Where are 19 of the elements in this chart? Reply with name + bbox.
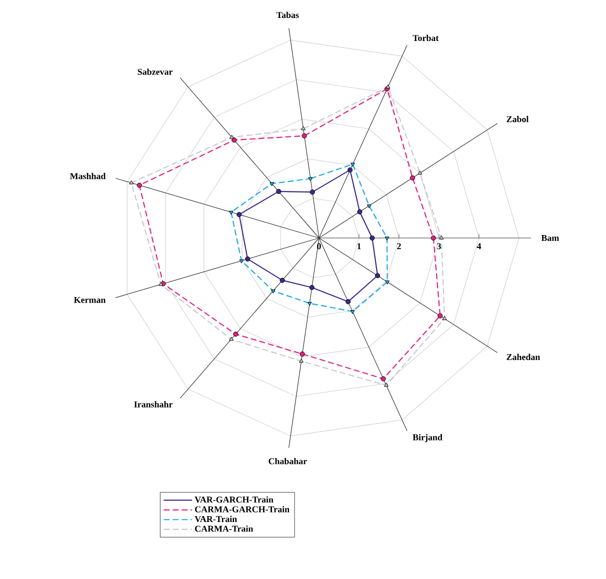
legend-label: VAR-GARCH-Train bbox=[194, 496, 274, 503]
y-tick-label: 4 bbox=[476, 243, 482, 250]
spoke-label: Kerman bbox=[74, 296, 106, 303]
spoke-label: Zabol bbox=[506, 116, 529, 122]
y-tick-label: 2 bbox=[397, 243, 401, 250]
spoke-label: Iranshahr bbox=[134, 401, 173, 408]
legend-label: CARMA-Train bbox=[195, 525, 254, 532]
spoke-label: Sabzevar bbox=[138, 68, 173, 75]
spoke-label: Chabahar bbox=[268, 458, 307, 464]
y-tick-label: 1 bbox=[357, 243, 361, 250]
spoke-label: Bam bbox=[541, 235, 559, 241]
legend-label: CARMA-GARCH-Train bbox=[195, 506, 290, 512]
spoke-label: Zahedan bbox=[506, 354, 540, 360]
legend-label: VAR-Train bbox=[194, 516, 237, 522]
spoke-label: Tabas bbox=[276, 12, 299, 18]
spoke-label: Mashhad bbox=[70, 172, 106, 180]
y-tick-label: 3 bbox=[437, 243, 441, 250]
spoke-label: Birjand bbox=[412, 434, 442, 442]
spoke-label: Torbat bbox=[412, 34, 439, 42]
